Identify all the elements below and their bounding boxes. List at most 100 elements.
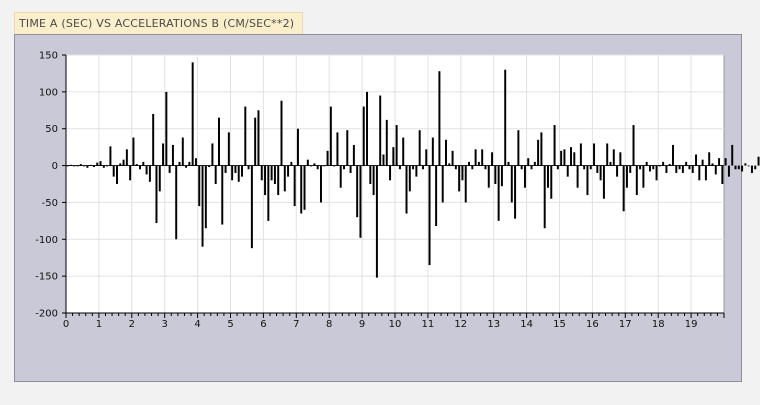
- bar: [448, 163, 451, 166]
- bar: [408, 165, 411, 192]
- bar: [491, 152, 494, 166]
- bar: [625, 165, 628, 188]
- bar: [356, 165, 359, 218]
- bar: [648, 165, 651, 172]
- bar: [69, 164, 72, 166]
- bar: [596, 165, 599, 173]
- bar: [454, 165, 457, 170]
- x-tick-label: 13: [487, 319, 500, 330]
- bar: [185, 165, 188, 168]
- bar: [402, 137, 405, 166]
- bar: [619, 152, 622, 166]
- bar: [306, 159, 309, 166]
- bar: [155, 165, 158, 224]
- bar: [487, 165, 490, 188]
- bar: [319, 165, 322, 203]
- bar: [241, 165, 244, 177]
- bar: [425, 149, 428, 166]
- bar: [698, 165, 701, 181]
- bar: [119, 163, 122, 166]
- bar: [125, 149, 128, 166]
- bar: [385, 119, 388, 166]
- x-tick-label: 9: [359, 319, 365, 330]
- bar: [395, 125, 398, 166]
- bar: [303, 165, 306, 210]
- bar: [704, 165, 707, 181]
- bar: [602, 165, 605, 199]
- bar: [227, 132, 230, 166]
- bar: [678, 165, 681, 170]
- bar: [287, 165, 290, 177]
- bar: [556, 165, 559, 170]
- bar: [198, 165, 201, 207]
- bar: [333, 165, 336, 167]
- x-tick-label: 19: [685, 319, 698, 330]
- bar: [639, 165, 642, 170]
- bar: [527, 158, 530, 166]
- bar: [747, 165, 750, 167]
- bar: [514, 165, 517, 219]
- bar: [744, 163, 747, 166]
- bar: [405, 165, 408, 214]
- bar: [316, 165, 319, 170]
- bar: [504, 69, 507, 166]
- bar: [445, 139, 447, 166]
- bar: [221, 165, 224, 225]
- bar: [586, 165, 589, 196]
- bar: [537, 139, 540, 166]
- bar: [754, 165, 757, 170]
- bar: [139, 165, 142, 170]
- bar: [224, 165, 227, 173]
- bar: [510, 165, 513, 203]
- x-tick-label: 7: [293, 319, 299, 330]
- bar: [645, 161, 648, 166]
- bar: [655, 165, 658, 181]
- bar: [540, 132, 543, 166]
- bar: [293, 165, 296, 207]
- bar: [323, 165, 326, 167]
- bar: [681, 165, 684, 173]
- bar: [688, 165, 691, 170]
- x-tick-label: 4: [194, 319, 200, 330]
- bar: [573, 152, 576, 166]
- bar: [431, 137, 434, 166]
- bar: [691, 165, 694, 173]
- bar: [237, 165, 240, 182]
- bar: [533, 161, 536, 166]
- bar: [211, 143, 214, 166]
- bar: [99, 161, 102, 166]
- bar: [142, 161, 145, 166]
- bar: [652, 165, 655, 170]
- bar: [622, 165, 625, 212]
- bar: [530, 165, 533, 170]
- bar: [106, 165, 109, 167]
- bar: [362, 106, 365, 166]
- bar: [464, 165, 467, 203]
- bar: [550, 165, 553, 199]
- bar: [418, 130, 421, 166]
- bar: [132, 137, 135, 166]
- bar: [599, 165, 602, 181]
- bar: [494, 165, 497, 184]
- bar: [471, 165, 474, 170]
- bar: [194, 158, 197, 166]
- bar: [191, 62, 194, 166]
- y-tick-label: 0: [52, 161, 58, 172]
- bar: [349, 165, 352, 173]
- bar: [96, 162, 99, 166]
- bar: [675, 165, 678, 173]
- y-tick-label: 50: [45, 124, 58, 135]
- bar: [257, 110, 260, 166]
- bar: [267, 165, 270, 221]
- bar: [264, 165, 267, 196]
- bar: [737, 165, 740, 170]
- bar: [214, 165, 217, 184]
- bar: [379, 95, 382, 166]
- bar: [168, 165, 171, 173]
- x-tick-label: 17: [619, 319, 632, 330]
- bar: [369, 165, 372, 184]
- y-tick-label: -150: [35, 272, 58, 283]
- bar: [757, 156, 760, 166]
- bar: [435, 165, 438, 227]
